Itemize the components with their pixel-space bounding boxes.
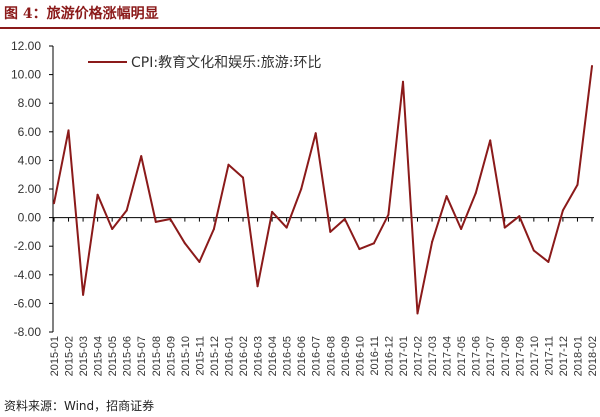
x-tick-label: 2017-09 xyxy=(514,336,526,376)
x-tick-label: 2016-12 xyxy=(383,336,395,376)
x-tick-label: 2016-02 xyxy=(238,336,250,376)
x-tick-label: 2016-01 xyxy=(223,336,235,376)
data-point xyxy=(271,210,274,213)
x-tick-label: 2016-10 xyxy=(354,336,366,376)
x-tick-label: 2015-10 xyxy=(180,336,192,376)
x-tick-label: 2017-10 xyxy=(529,336,541,376)
x-tick-label: 2016-04 xyxy=(267,336,279,376)
data-point xyxy=(96,193,99,196)
x-tick-label: 2015-02 xyxy=(64,336,76,376)
data-point xyxy=(314,132,317,135)
x-tick-label: 2016-03 xyxy=(253,336,265,376)
data-point xyxy=(111,228,114,231)
data-point xyxy=(285,226,288,229)
x-tick-label: 2015-07 xyxy=(136,336,148,376)
x-tick-label: 2017-03 xyxy=(427,336,439,376)
x-tick-label: 2017-04 xyxy=(442,336,454,376)
series-line xyxy=(53,65,593,315)
x-axis: 2015-01 2015-02 2015-03 2015-04 2015-05 2015-… xyxy=(49,217,599,376)
title-divider xyxy=(0,27,600,29)
data-point xyxy=(503,226,506,229)
data-point xyxy=(358,248,361,251)
y-tick-label: 10.00 xyxy=(11,68,41,82)
x-tick-label: 2016-11 xyxy=(369,336,381,376)
legend: CPI:教育文化和娱乐:旅游:环比 xyxy=(88,55,322,71)
data-point xyxy=(547,260,550,263)
x-tick-label: 2017-11 xyxy=(543,336,555,376)
y-tick-label: 12.00 xyxy=(11,39,41,53)
data-point xyxy=(198,260,201,263)
legend-label: CPI:教育文化和娱乐:旅游:环比 xyxy=(131,55,322,71)
x-tick-label: 2017-08 xyxy=(500,336,512,376)
x-tick-label: 2015-04 xyxy=(93,336,105,376)
x-tick-label: 2017-02 xyxy=(413,336,425,376)
series-layer xyxy=(53,65,593,315)
x-tick-label: 2018-02 xyxy=(587,336,599,376)
y-tick-label: 6.00 xyxy=(18,125,42,139)
x-tick-label: 2015-08 xyxy=(151,336,163,376)
x-tick-label: 2015-11 xyxy=(194,336,206,376)
y-tick-label: -6.00 xyxy=(14,296,42,310)
y-tick-label: 8.00 xyxy=(18,96,42,110)
data-point xyxy=(154,220,157,223)
data-point xyxy=(212,228,215,231)
x-tick-label: 2017-06 xyxy=(471,336,483,376)
y-tick-label: -4.00 xyxy=(14,268,42,282)
x-tick-label: 2017-07 xyxy=(485,336,497,376)
y-tick-label: 2.00 xyxy=(18,182,42,196)
data-point xyxy=(343,218,346,221)
y-axis: 12.00 10.00 8.00 6.00 4.00 2.00 0.00 -2.00 -4.00… xyxy=(11,39,54,339)
figure-title: 图 4：旅游价格涨幅明显 xyxy=(4,6,159,22)
x-tick-label: 2015-09 xyxy=(165,336,177,376)
x-tick-label: 2016-08 xyxy=(325,336,337,376)
data-point xyxy=(532,249,535,252)
data-point xyxy=(431,240,434,243)
x-tick-label: 2016-09 xyxy=(340,336,352,376)
x-tick-label: 2017-05 xyxy=(456,336,468,376)
data-point xyxy=(561,209,564,212)
x-tick-label: 2015-01 xyxy=(49,336,61,376)
data-point xyxy=(300,188,303,190)
x-tick-label: 2015-03 xyxy=(78,336,90,376)
data-point xyxy=(474,192,477,195)
y-tick-label: -8.00 xyxy=(14,325,42,339)
x-tick-label: 2015-12 xyxy=(209,336,221,376)
data-point xyxy=(183,242,186,245)
data-point xyxy=(416,312,419,315)
data-point xyxy=(372,242,375,245)
data-point xyxy=(387,213,390,216)
data-point xyxy=(401,80,404,83)
data-point xyxy=(329,230,332,233)
data-point xyxy=(169,218,172,221)
x-tick-label: 2015-05 xyxy=(107,336,119,376)
data-point xyxy=(445,195,448,198)
data-point xyxy=(82,293,85,296)
x-tick-label: 2016-05 xyxy=(282,336,294,376)
y-tick-label: 4.00 xyxy=(18,153,42,167)
x-tick-label: 2017-01 xyxy=(398,336,410,376)
x-tick-label: 2016-07 xyxy=(311,336,323,376)
x-tick-label: 2016-06 xyxy=(296,336,308,376)
data-point xyxy=(591,65,593,68)
data-point xyxy=(518,215,521,218)
source-note: 资料来源：Wind，招商证券 xyxy=(4,399,155,413)
data-point xyxy=(256,285,259,288)
x-tick-label: 2017-12 xyxy=(558,336,570,376)
data-point xyxy=(53,202,55,205)
data-point xyxy=(460,228,463,231)
y-tick-label: 0.00 xyxy=(18,211,42,225)
data-point xyxy=(576,183,579,186)
data-point xyxy=(227,163,230,166)
data-point xyxy=(140,155,143,158)
x-tick-label: 2015-06 xyxy=(122,336,134,376)
y-tick-label: -2.00 xyxy=(14,239,42,253)
data-point xyxy=(67,129,70,132)
x-tick-label: 2018-01 xyxy=(572,336,584,376)
data-point xyxy=(125,209,128,212)
data-point xyxy=(489,139,492,142)
data-point xyxy=(242,176,245,179)
